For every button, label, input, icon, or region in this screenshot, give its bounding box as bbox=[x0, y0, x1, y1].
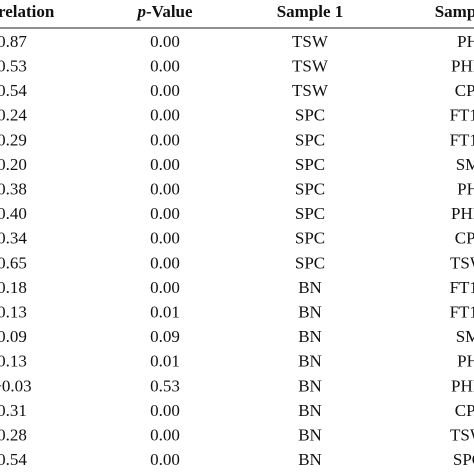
table-cell: 0.01 bbox=[150, 303, 180, 322]
table-cell: 0.38 bbox=[0, 180, 27, 199]
table-cell: TSW bbox=[450, 253, 474, 272]
table-cell: 0.00 bbox=[150, 130, 180, 149]
table-cell: 0.54 bbox=[0, 81, 27, 100]
table-cell: TSW bbox=[450, 426, 474, 445]
table-cell: BN bbox=[298, 278, 322, 297]
table-cell: 0.31 bbox=[0, 401, 27, 420]
table-cell: CPI bbox=[455, 81, 474, 100]
table-cell: 0.00 bbox=[150, 32, 180, 51]
column-header: Correlation bbox=[0, 2, 55, 21]
table-cell: 0.09 bbox=[150, 327, 180, 346]
table-cell: PHN bbox=[451, 204, 474, 223]
table-cell: 0.00 bbox=[150, 57, 180, 76]
column-header: Sample 1 bbox=[277, 2, 344, 21]
table-cell: TSW bbox=[292, 57, 329, 76]
table-cell: 0.24 bbox=[0, 106, 27, 125]
table-cell: BN bbox=[298, 376, 322, 395]
table-cell: SPC bbox=[295, 229, 325, 248]
table-cell: 0.13 bbox=[0, 352, 27, 371]
table-cell: 0.00 bbox=[150, 106, 180, 125]
table-cell: CPI bbox=[455, 229, 474, 248]
table-cell: 0.40 bbox=[0, 204, 27, 223]
column-header: p-Value bbox=[135, 2, 193, 21]
header-text: -Value bbox=[146, 2, 193, 21]
table-cell: CPI bbox=[455, 401, 474, 420]
table-cell: BN bbox=[298, 303, 322, 322]
table-cell: 0.13 bbox=[0, 303, 27, 322]
table-cell: PHN bbox=[451, 57, 474, 76]
table-cell: BN bbox=[298, 450, 322, 469]
table-cell: SPC bbox=[295, 106, 325, 125]
table-cell: TSW bbox=[292, 32, 329, 51]
table-cell: PHN bbox=[451, 376, 474, 395]
table-cell: SPC bbox=[295, 130, 325, 149]
table-cell: −0.03 bbox=[0, 376, 32, 395]
table-cell: PH bbox=[457, 32, 474, 51]
table-cell: 0.00 bbox=[150, 229, 180, 248]
table-cell: 0.53 bbox=[0, 57, 27, 76]
column-header: Sample 2 bbox=[435, 2, 474, 21]
table-cell: 0.00 bbox=[150, 450, 180, 469]
table-cell: 0.54 bbox=[0, 450, 27, 469]
table-cell: BN bbox=[298, 327, 322, 346]
table-cell: 0.00 bbox=[150, 401, 180, 420]
table-cell: 0.87 bbox=[0, 32, 27, 51]
table-cell: 0.00 bbox=[150, 155, 180, 174]
table-cell: SM bbox=[456, 155, 474, 174]
table-cell: 0.00 bbox=[150, 278, 180, 297]
table-cell: BN bbox=[298, 352, 322, 371]
table-cell: 0.00 bbox=[150, 426, 180, 445]
header-italic: p bbox=[135, 2, 146, 21]
table-cell: SPC bbox=[453, 450, 474, 469]
table-cell: 0.00 bbox=[150, 204, 180, 223]
table-cell: 0.18 bbox=[0, 278, 27, 297]
table-cell: TSW bbox=[292, 81, 329, 100]
table-cell: 0.29 bbox=[0, 130, 27, 149]
table-cell: BN bbox=[298, 401, 322, 420]
table-cell: SPC bbox=[295, 204, 325, 223]
table-cell: PH bbox=[457, 352, 474, 371]
table-cell: SPC bbox=[295, 155, 325, 174]
table-cell: SM bbox=[456, 327, 474, 346]
table-cell: PH bbox=[457, 180, 474, 199]
table-cell: 0.20 bbox=[0, 155, 27, 174]
table-cell: 0.53 bbox=[150, 376, 180, 395]
table-cell: 0.00 bbox=[150, 180, 180, 199]
table-cell: 0.00 bbox=[150, 253, 180, 272]
table-cell: SPC bbox=[295, 180, 325, 199]
table-cell: 0.00 bbox=[150, 81, 180, 100]
table-cell: 0.28 bbox=[0, 426, 27, 445]
table-cell: 0.65 bbox=[0, 253, 27, 272]
table-cell: 0.34 bbox=[0, 229, 27, 248]
table-cell: SPC bbox=[295, 253, 325, 272]
table-cell: BN bbox=[298, 426, 322, 445]
table-cell: 0.09 bbox=[0, 327, 27, 346]
table-cell: 0.01 bbox=[150, 352, 180, 371]
